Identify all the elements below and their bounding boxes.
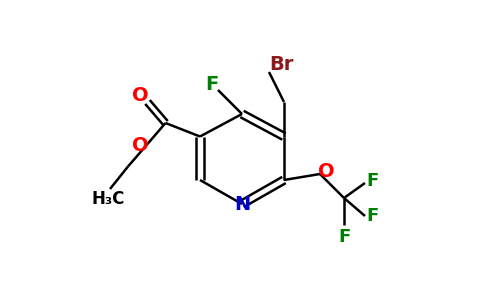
Text: O: O <box>318 162 334 181</box>
Text: F: F <box>366 172 378 190</box>
Text: F: F <box>338 228 350 246</box>
Text: N: N <box>234 194 250 214</box>
Text: Br: Br <box>269 55 293 74</box>
Text: F: F <box>205 74 219 94</box>
Text: O: O <box>132 136 148 155</box>
Text: O: O <box>132 86 148 106</box>
Text: F: F <box>366 207 378 225</box>
Text: H₃C: H₃C <box>92 190 125 208</box>
